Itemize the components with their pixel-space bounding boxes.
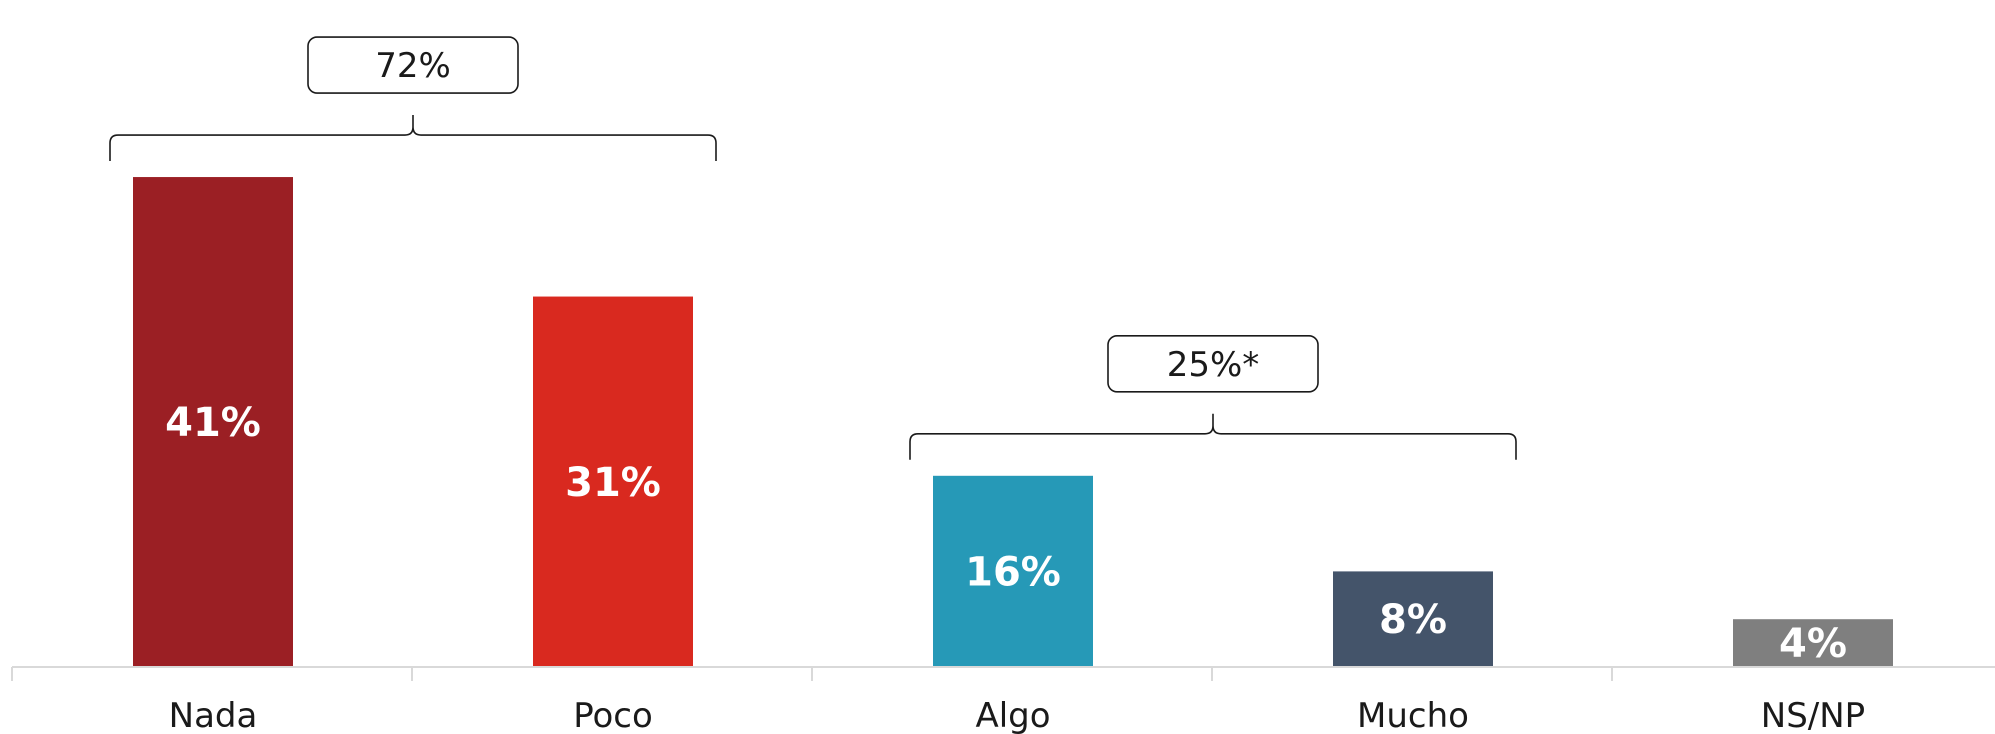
bar-poco [533,296,693,667]
x-tick-label: Algo [975,696,1050,734]
bar-ns-np [1733,619,1893,667]
x-tick-label: NS/NP [1761,696,1865,734]
group-total-box [307,36,519,94]
x-tick-label: Poco [573,696,653,734]
bar-value-label: 16% [965,549,1061,595]
group-brackets: 72% 25%* [109,36,1517,460]
group-total-label: 72% [375,46,451,86]
group-total-box [1107,334,1319,393]
bar-nada [133,177,293,668]
group-bracket [109,115,717,162]
x-tick-label: Mucho [1357,696,1469,734]
group-total-label: 25%* [1167,345,1260,385]
bar-value-label: 41% [165,400,261,446]
x-tick-label: Nada [169,696,258,734]
bar-value-label: 31% [565,460,661,506]
bar-mucho [1333,571,1493,667]
bar-algo [933,475,1093,667]
x-axis: Nada Poco Algo Mucho NS/NP [11,666,1995,734]
bar-value-label: 8% [1379,597,1447,643]
bar-value-label: 4% [1779,621,1847,667]
group-bracket [909,413,1517,460]
bars-layer: 41% 31% 16% 8% 4% [133,177,1893,667]
